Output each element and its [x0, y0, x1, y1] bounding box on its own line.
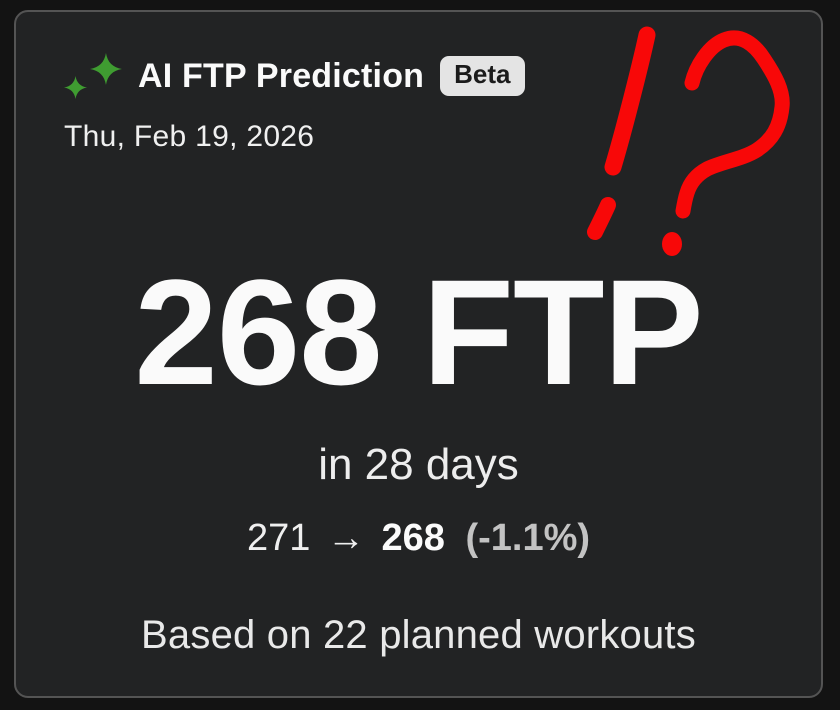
card-title: AI FTP Prediction — [138, 56, 425, 95]
prediction-horizon: in 28 days — [318, 440, 519, 489]
prediction-date: Thu, Feb 19, 2026 — [64, 120, 315, 153]
right-arrow-glyph: → — [326, 517, 365, 559]
ftp-change-row: 271 → 268 (-1.1%) — [16, 515, 821, 561]
ai-ftp-prediction-card: AI FTP Prediction Beta Thu, Feb 19, 2026… — [14, 10, 823, 698]
change-percent: (-1.1%) — [465, 517, 591, 559]
card-header: AI FTP Prediction Beta — [62, 52, 781, 100]
predicted-ftp-value: 268 — [381, 517, 445, 559]
current-ftp-value: 271 — [246, 517, 311, 559]
prediction-basis: Based on 22 planned workouts — [141, 613, 696, 657]
predicted-ftp-headline: 268 FTP — [134, 248, 703, 416]
sparkles-icon — [64, 53, 122, 100]
beta-badge: Beta — [440, 56, 525, 96]
